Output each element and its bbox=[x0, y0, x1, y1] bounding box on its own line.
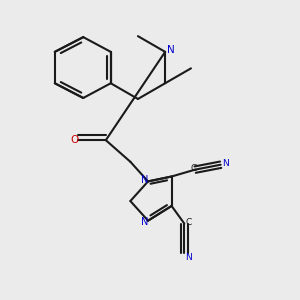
Text: N: N bbox=[141, 217, 148, 227]
Text: N: N bbox=[167, 45, 174, 56]
Text: O: O bbox=[70, 135, 78, 145]
Text: C: C bbox=[190, 164, 197, 173]
Text: N: N bbox=[222, 159, 229, 168]
Text: N: N bbox=[141, 175, 148, 184]
Text: C: C bbox=[185, 218, 191, 227]
Text: N: N bbox=[185, 253, 192, 262]
